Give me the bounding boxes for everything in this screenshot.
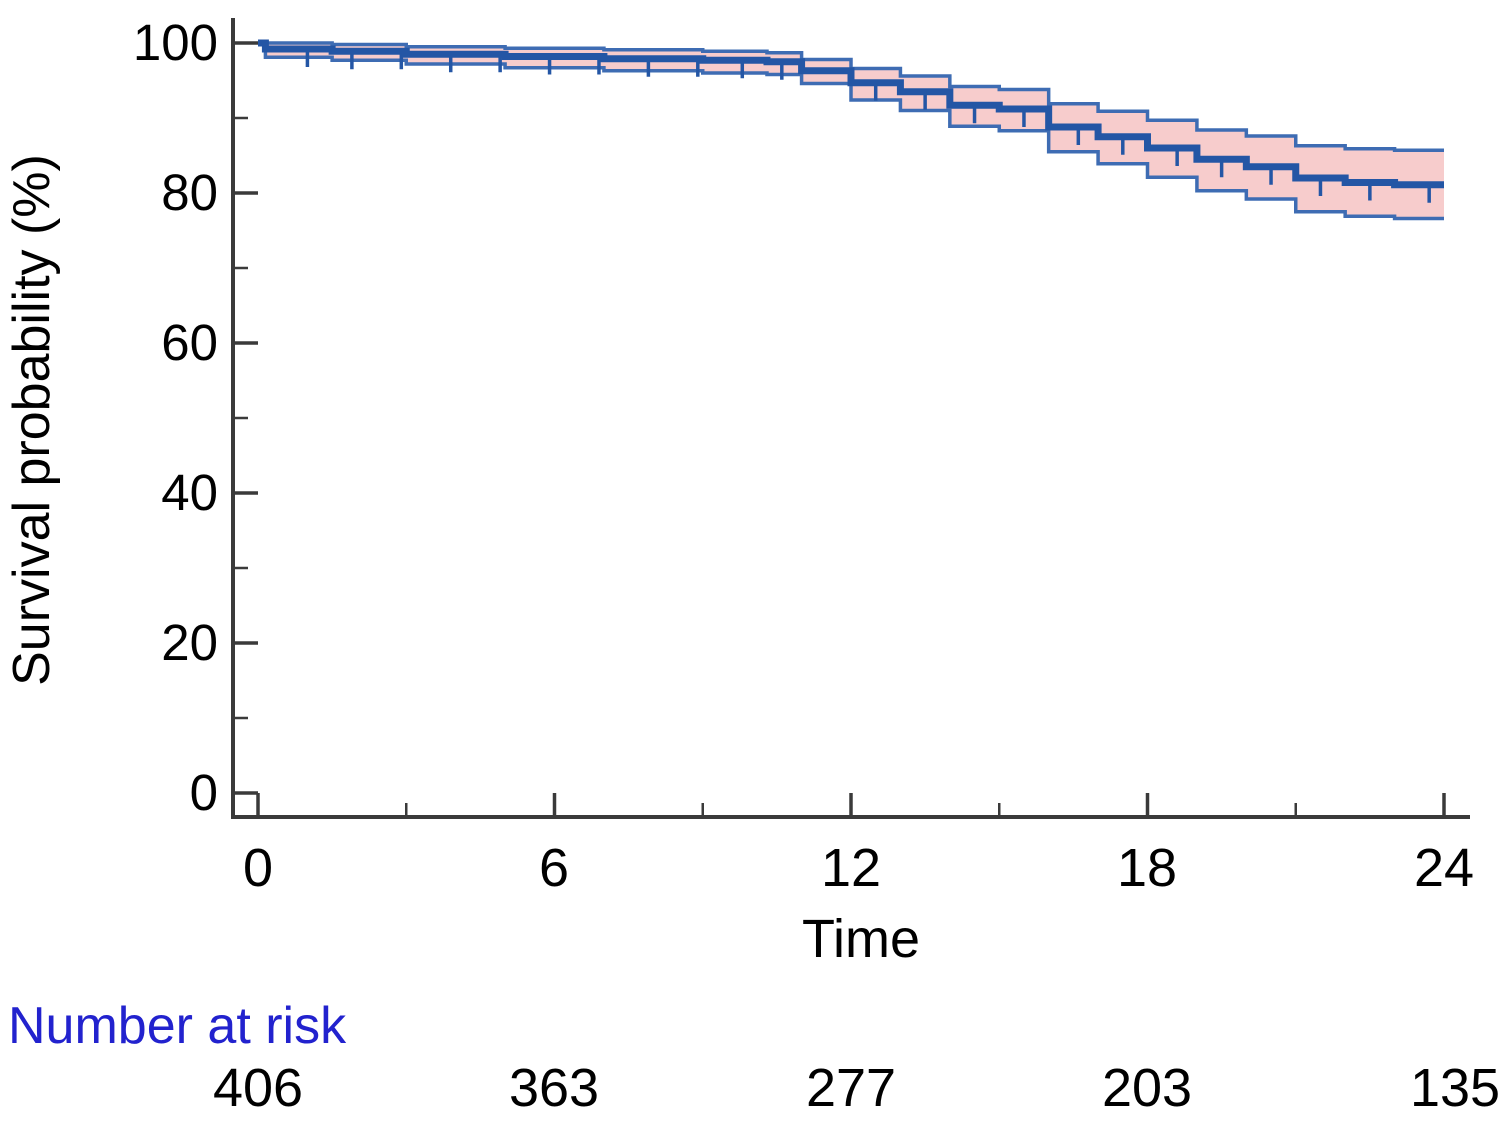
y-tick-label-20: 20	[161, 614, 218, 671]
x-tick-label-12: 12	[820, 838, 882, 898]
x-tick-label-0: 0	[242, 838, 274, 898]
x-axis-title: Time	[802, 909, 920, 969]
number-at-risk-label: Number at risk	[8, 997, 347, 1055]
y-tick-label-0: 0	[189, 764, 218, 821]
ci-lower-line	[258, 41, 1444, 221]
x-tick-label-24: 24	[1413, 838, 1475, 898]
risk-count-t6: 363	[508, 1058, 600, 1118]
y-tick-label-80: 80	[161, 164, 218, 221]
y-tick-label-100: 100	[132, 14, 218, 71]
y-tick-label-60: 60	[161, 314, 218, 371]
x-tick-label-6: 6	[538, 838, 570, 898]
risk-count-t18: 203	[1101, 1058, 1193, 1118]
ci-upper-line	[258, 41, 1444, 152]
risk-count-t0: 406	[212, 1058, 304, 1118]
x-tick-label-18: 18	[1116, 838, 1178, 898]
risk-count-t12: 277	[805, 1058, 897, 1118]
risk-count-t24: 135	[1409, 1058, 1501, 1118]
y-tick-label-40: 40	[161, 464, 218, 521]
